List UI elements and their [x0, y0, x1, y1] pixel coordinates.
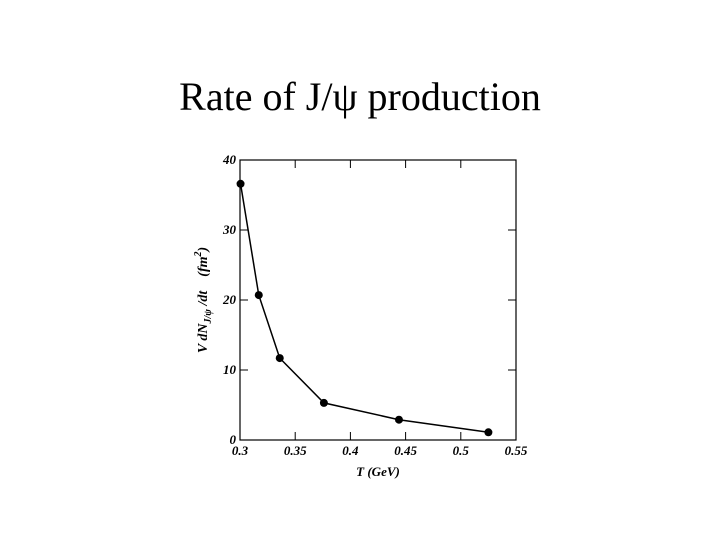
y-axis-label: V dNJ/ψ /dt (fm2): [193, 247, 214, 353]
y-label-part: V dN: [196, 323, 211, 354]
chart-title: Rate of J/ψ production: [179, 74, 541, 119]
y-label-sup: 2: [193, 252, 204, 258]
data-point: [236, 179, 245, 188]
data-point: [484, 428, 493, 437]
data-point: [275, 354, 284, 363]
x-tick-label: 0.35: [284, 443, 307, 458]
y-label-part: ): [196, 247, 211, 254]
x-tick-label: 0.4: [342, 443, 359, 458]
y-tick-label: 30: [222, 222, 237, 237]
x-tick-label: 0.3: [232, 443, 249, 458]
y-tick-label: 40: [222, 152, 237, 167]
y-label-part: /dt (fm: [196, 256, 211, 309]
data-point: [319, 398, 328, 407]
x-tick-label: 0.55: [505, 443, 528, 458]
data-point: [254, 291, 263, 300]
x-tick-label: 0.45: [394, 443, 417, 458]
y-label-sub: J/ψ: [203, 309, 214, 325]
x-axis-label: T (GeV): [356, 464, 400, 479]
y-tick-label: 20: [222, 292, 237, 307]
data-point: [394, 415, 403, 424]
x-tick-label: 0.5: [453, 443, 470, 458]
data-line: [239, 183, 489, 434]
y-tick-label: 0: [230, 432, 237, 447]
y-tick-label: 10: [223, 362, 237, 377]
